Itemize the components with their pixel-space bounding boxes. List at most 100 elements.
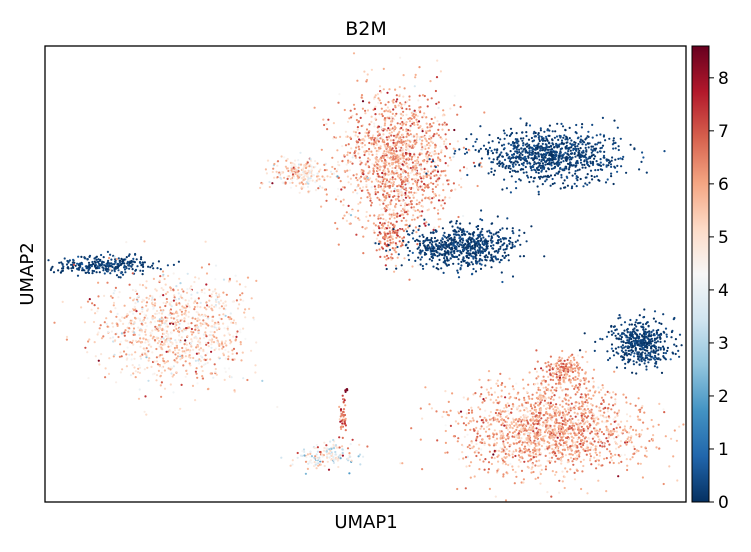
scatter-point <box>397 165 400 168</box>
scatter-point <box>499 228 502 231</box>
scatter-point <box>472 267 475 271</box>
scatter-point <box>278 173 281 176</box>
scatter-point <box>158 345 161 348</box>
scatter-point <box>560 161 563 164</box>
scatter-point <box>206 304 209 307</box>
scatter-point <box>336 168 339 171</box>
scatter-point <box>433 133 436 136</box>
scatter-point <box>417 264 420 267</box>
scatter-point <box>492 158 495 161</box>
scatter-point <box>527 144 530 147</box>
scatter-point <box>131 272 134 275</box>
scatter-point <box>419 185 422 188</box>
scatter-point <box>141 269 145 272</box>
scatter-point <box>414 162 417 165</box>
scatter-point <box>423 94 426 98</box>
scatter-point <box>565 167 568 170</box>
scatter-point <box>106 330 110 334</box>
scatter-point <box>405 153 408 156</box>
scatter-point <box>133 331 136 334</box>
scatter-point <box>577 142 580 146</box>
scatter-point <box>137 397 141 400</box>
scatter-point <box>112 301 116 304</box>
scatter-point <box>569 149 572 152</box>
scatter-point <box>151 304 154 308</box>
scatter-point <box>352 130 355 133</box>
scatter-point <box>387 135 390 138</box>
scatter-point <box>551 182 554 186</box>
scatter-point <box>124 339 127 342</box>
scatter-point <box>344 130 347 133</box>
scatter-point <box>548 452 551 455</box>
scatter-point <box>385 204 388 207</box>
scatter-point <box>508 170 512 174</box>
scatter-point <box>452 255 455 258</box>
scatter-point <box>413 153 416 156</box>
scatter-point <box>561 156 564 159</box>
scatter-point <box>145 301 149 304</box>
scatter-point <box>174 325 177 328</box>
scatter-point <box>240 359 243 362</box>
scatter-point <box>400 138 403 142</box>
scatter-point <box>223 334 226 337</box>
scatter-point <box>516 152 519 155</box>
scatter-point <box>194 276 197 279</box>
scatter-point <box>510 143 513 146</box>
scatter-point <box>303 170 306 173</box>
scatter-point <box>323 123 326 127</box>
scatter-point <box>110 262 113 265</box>
scatter-point <box>439 136 442 139</box>
scatter-point <box>532 180 535 183</box>
scatter-point <box>394 247 397 250</box>
scatter-point <box>272 167 275 170</box>
scatter-point <box>558 155 561 158</box>
scatter-point <box>209 372 212 375</box>
scatter-point <box>118 291 121 294</box>
scatter-point <box>532 158 535 162</box>
scatter-point <box>375 140 378 143</box>
scatter-point <box>383 150 386 153</box>
scatter-point <box>173 359 176 362</box>
scatter-point <box>430 125 433 128</box>
scatter-point <box>458 183 461 187</box>
scatter-point <box>616 164 619 167</box>
scatter-point <box>392 171 395 174</box>
scatter-point <box>525 134 528 138</box>
scatter-point <box>291 173 295 176</box>
scatter-point <box>407 254 410 257</box>
scatter-point <box>141 298 144 301</box>
scatter-point <box>333 167 336 170</box>
scatter-point <box>410 191 413 194</box>
scatter-point <box>223 367 226 370</box>
scatter-point <box>143 316 146 319</box>
scatter-point <box>456 271 460 274</box>
scatter-point <box>594 169 597 172</box>
scatter-point <box>432 231 435 234</box>
scatter-point <box>361 226 364 229</box>
scatter-point <box>343 186 346 189</box>
scatter-point <box>157 369 160 372</box>
scatter-point <box>518 148 521 151</box>
scatter-point <box>109 253 112 256</box>
scatter-point <box>387 224 390 227</box>
scatter-point <box>142 337 145 340</box>
scatter-point <box>415 139 418 142</box>
scatter-point <box>537 176 541 179</box>
scatter-point <box>616 126 619 129</box>
scatter-point <box>359 116 362 119</box>
scatter-point <box>453 230 456 233</box>
scatter-point <box>161 310 164 313</box>
scatter-point <box>209 334 212 337</box>
scatter-point <box>156 326 159 329</box>
scatter-point <box>212 341 216 344</box>
scatter-point <box>542 404 546 407</box>
scatter-point <box>437 101 440 104</box>
scatter-point <box>427 244 430 247</box>
scatter-point <box>361 100 365 103</box>
scatter-point <box>380 107 383 110</box>
scatter-point <box>441 123 444 126</box>
scatter-point <box>518 163 521 167</box>
scatter-point <box>388 115 391 118</box>
scatter-point <box>541 183 544 186</box>
scatter-point <box>235 299 238 302</box>
